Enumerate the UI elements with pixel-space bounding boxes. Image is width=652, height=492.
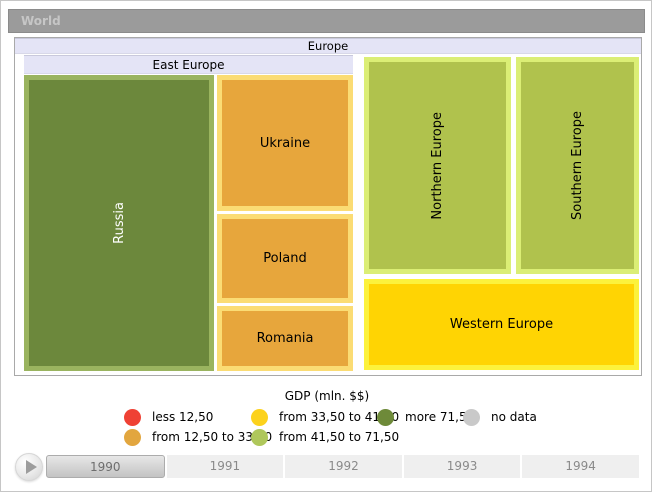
legend-label: more 71,50: [405, 410, 475, 424]
legend-item-33-50-to-41-50[interactable]: from 33,50 to 41,50: [251, 408, 399, 426]
legend-label: from 33,50 to 41,50: [279, 410, 400, 424]
timeline-year-1991[interactable]: 1991: [166, 455, 284, 478]
treemap-cell-romania[interactable]: Romania: [217, 306, 353, 371]
legend-swatch-orange: [124, 428, 141, 446]
treemap-header-east-europe[interactable]: East Europe: [24, 55, 353, 74]
treemap-cell-western-europe[interactable]: Western Europe: [364, 279, 639, 370]
legend-swatch-red: [124, 408, 141, 426]
legend-title: GDP (mln. $$): [284, 389, 370, 403]
timeline-year-1990[interactable]: 1990: [46, 455, 165, 478]
treemap-container: Europe East Europe Russia Ukraine Poland…: [14, 37, 642, 376]
legend-label: from 41,50 to 71,50: [279, 430, 400, 444]
cell-label-southern-europe: Southern Europe: [570, 111, 585, 220]
legend-label: no data: [491, 410, 537, 424]
legend-label: less 12,50: [152, 410, 214, 424]
treemap-cell-russia[interactable]: Russia: [24, 75, 214, 371]
legend-item-more-71-50[interactable]: more 71,50: [377, 408, 474, 426]
legend-item-less-12-50[interactable]: less 12,50: [124, 408, 213, 426]
legend-swatch-dark-green: [377, 408, 394, 426]
timeline-play-button[interactable]: [15, 453, 43, 481]
treemap-cell-northern-europe[interactable]: Northern Europe: [364, 57, 511, 274]
legend-swatch-gray: [463, 408, 480, 426]
cell-label-northern-europe: Northern Europe: [430, 111, 445, 220]
timeline-year-1992[interactable]: 1992: [285, 455, 402, 478]
cell-label-ukraine: Ukraine: [259, 135, 311, 151]
treemap-cell-poland[interactable]: Poland: [217, 214, 353, 303]
legend-swatch-yellow-green: [251, 428, 268, 446]
timeline-year-1993[interactable]: 1993: [403, 455, 521, 478]
cell-label-poland: Poland: [263, 251, 307, 266]
treemap-header-europe[interactable]: Europe: [15, 38, 641, 54]
treemap-cell-ukraine[interactable]: Ukraine: [217, 75, 353, 211]
cell-label-russia: Russia: [111, 202, 127, 244]
treemap-cell-southern-europe[interactable]: Southern Europe: [516, 57, 639, 274]
breadcrumb-label: World: [21, 14, 61, 28]
legend-swatch-yellow: [251, 408, 268, 426]
cell-label-romania: Romania: [256, 331, 314, 346]
play-icon: [25, 460, 37, 474]
legend-label: from 12,50 to 33,50: [152, 430, 273, 444]
timeline-year-bar: 1990 1991 1992 1993 1994: [46, 455, 639, 478]
legend-item-41-50-to-71-50[interactable]: from 41,50 to 71,50: [251, 428, 399, 446]
timeline-year-1994[interactable]: 1994: [522, 455, 639, 478]
cell-label-western-europe: Western Europe: [449, 317, 554, 332]
drillup-world-button[interactable]: World: [8, 9, 645, 33]
legend-item-no-data[interactable]: no data: [463, 408, 537, 426]
legend-item-12-50-to-33-50[interactable]: from 12,50 to 33,50: [124, 428, 272, 446]
